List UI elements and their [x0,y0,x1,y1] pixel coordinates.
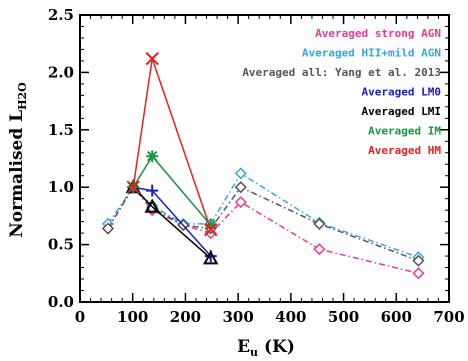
series-0 [101,181,425,280]
data-point [234,167,247,180]
x-tick-label: 400 [275,308,306,326]
y-axis-title-main: Normalised L [7,110,27,238]
y-axis-title: Normalised LH2O [7,82,29,238]
series-line [132,186,212,259]
series-1 [101,167,425,264]
data-point [126,180,140,194]
data-point [144,198,160,213]
x-tick-label: 300 [222,308,253,326]
data-point [101,222,114,235]
data-point [412,267,425,280]
legend-entry: Averaged HM [368,144,441,157]
data-point [145,51,159,66]
y-tick-label: 2.5 [48,6,74,24]
data-point [313,243,326,256]
y-tick-label: 1.0 [48,178,74,196]
series-line [132,58,212,230]
y-tick-label: 0.5 [48,236,74,254]
series-layer [101,51,425,280]
data-point [313,217,326,230]
x-tick-label: 700 [433,308,464,326]
data-point [204,222,218,237]
legend: Averaged strong AGN Averaged HII+mild AGN… [242,27,441,157]
x-tick-label: 200 [170,308,201,326]
data-point [146,150,159,163]
x-tick-label: 0 [75,308,85,326]
x-axis-title-main: E [237,337,250,357]
legend-entry: Averaged IM [368,125,441,138]
data-point [146,184,159,197]
series-line [107,185,419,262]
series-line [107,185,419,275]
legend-entry: Averaged all: Yang et al. 2013 [242,66,441,79]
x-axis-title-sub: u [250,346,258,359]
series-line [107,172,419,258]
data-point [412,254,425,267]
y-tick-label: 2.0 [48,63,74,81]
series-6 [126,51,218,237]
x-tick-label: 100 [117,308,148,326]
legend-entry: Averaged strong AGN [315,27,441,40]
series-line [132,154,212,226]
legend-entry: Averaged LM0 [362,86,441,99]
data-point [203,250,219,265]
tick-labels: 0 100 200 300 400 500 600 700 0.0 0.5 1.0 1.5 2.0 2.5 [48,6,465,326]
legend-entry: Averaged HII+mild AGN [302,47,441,60]
series-3 [127,181,217,263]
x-axis-title-unit: (K) [264,337,295,357]
y-tick-label: 0.0 [48,293,74,311]
x-tick-label: 600 [381,308,412,326]
x-axis-title: Eu (K) [237,337,295,359]
data-point [234,196,247,209]
plot-frame [79,14,450,303]
data-point [234,181,247,194]
y-tick-label: 1.5 [48,121,74,139]
legend-entry: Averaged LMI [362,105,441,118]
y-axis-title-sub: H2O [16,82,29,110]
series-2 [101,181,425,267]
data-point [204,219,217,232]
x-tick-label: 500 [328,308,359,326]
axis-ticks [79,14,450,303]
